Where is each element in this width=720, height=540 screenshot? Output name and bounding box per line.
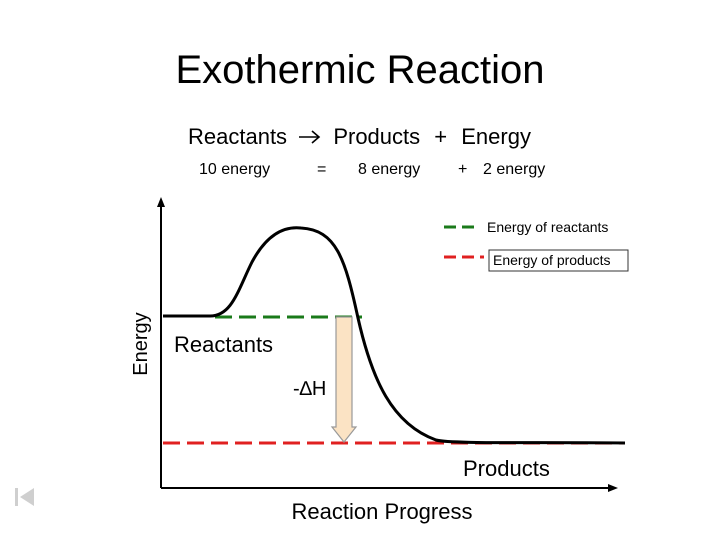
equation-energy: Energy <box>461 124 531 149</box>
y-axis-label: Energy <box>130 312 152 375</box>
equation-reactants: Reactants <box>188 124 288 149</box>
slide-title: Exothermic Reaction <box>175 48 545 92</box>
released-energy-amount: 2 energy <box>483 161 546 178</box>
reaction-equation: Reactants Products + Energy <box>188 124 531 150</box>
equation-products: Products <box>333 124 421 149</box>
reaction-curve <box>163 226 626 445</box>
x-axis-label: Reaction Progress <box>292 499 473 524</box>
delta-h-arrow <box>330 316 358 443</box>
equation-plus: + <box>434 124 448 149</box>
y-axis-arrowhead <box>157 197 165 207</box>
first-slide-icon <box>15 488 34 506</box>
products-label: Products <box>463 456 550 481</box>
reactants-label: Reactants <box>174 332 273 357</box>
energy-plus-sign: + <box>458 161 468 178</box>
legend-products-box <box>488 249 629 272</box>
reactant-energy-amount: 10 energy <box>199 161 271 178</box>
product-energy-amount: 8 energy <box>358 161 421 178</box>
right-arrow-icon <box>299 130 321 144</box>
first-slide-button[interactable] <box>10 485 38 514</box>
delta-h-label: -∆H <box>293 378 326 400</box>
legend-products-label: Energy of products <box>493 252 611 268</box>
legend-reactants-label: Energy of reactants <box>487 219 608 235</box>
equals-sign: = <box>317 161 327 178</box>
x-axis-arrowhead <box>608 484 618 492</box>
